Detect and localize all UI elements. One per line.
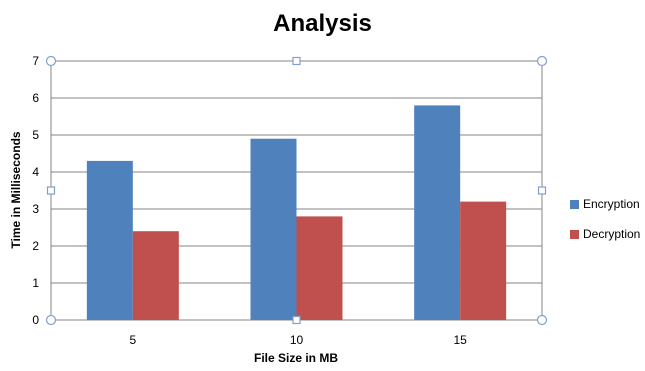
side-handle-4 [537,186,547,195]
y-tick-label-1: 1 [32,276,39,290]
bar-encryption-15 [414,105,461,321]
legend-label-decryption: Decryption [583,227,641,241]
y-tick-label-7: 7 [32,54,39,68]
side-handle-3 [46,186,56,195]
bar-encryption-10 [250,138,297,320]
corner-handle-4 [536,314,548,326]
y-tick-label-5: 5 [32,128,39,142]
side-handle-1 [292,56,301,66]
legend-swatch-decryption [570,229,579,239]
bar-encryption-5 [86,160,133,320]
bar-decryption-15 [460,201,507,320]
x-axis-label: File Size in MB [253,351,339,365]
legend-item-decryption: Decryption [570,225,645,243]
x-tick-label-5: 5 [129,333,136,347]
y-tick-label-6: 6 [32,91,39,105]
corner-handle-1 [45,55,57,67]
bar-decryption-5 [132,231,179,320]
x-tick-label-10: 10 [290,333,304,347]
y-tick-label-0: 0 [32,313,39,327]
corner-handle-2 [536,55,548,67]
y-tick-label-4: 4 [32,165,39,179]
legend-item-encryption: Encryption [570,195,645,213]
legend-swatch-encryption [570,199,579,209]
y-tick-label-2: 2 [32,239,39,253]
chart-title: Analysis [273,10,372,37]
corner-handle-3 [45,314,57,326]
legend: Encryption Decryption [570,195,645,255]
legend-label-encryption: Encryption [583,197,640,211]
y-tick-label-3: 3 [32,202,39,216]
x-tick-label-15: 15 [453,333,467,347]
side-handle-2 [292,315,301,325]
bar-decryption-10 [296,216,343,320]
